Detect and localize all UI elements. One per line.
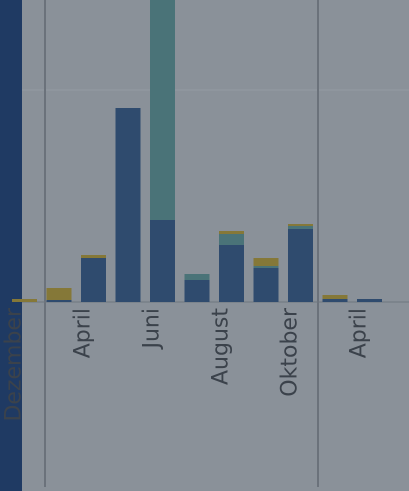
bar-segment [12, 299, 37, 302]
bar-segment [219, 231, 244, 234]
bar-segment [253, 258, 279, 266]
bar-segment [288, 226, 313, 229]
bar-segment [150, 220, 175, 302]
bar-segment [322, 299, 348, 302]
bar-segment [253, 268, 279, 302]
bar-segment [322, 295, 348, 299]
x-tick-label: April [347, 308, 372, 358]
bar-segment [184, 274, 210, 280]
bar-segment [219, 245, 244, 302]
bar-segment [81, 255, 106, 258]
bar-segment [115, 108, 141, 302]
bar-segment [253, 266, 279, 268]
bar-segment [184, 280, 210, 302]
bar-segment [288, 224, 313, 226]
bar-segment [219, 234, 244, 245]
bar-segment [288, 229, 313, 302]
bar-segment [150, 0, 175, 220]
bar-segment [46, 288, 72, 300]
x-tick-label: Dezember [2, 307, 27, 421]
bar-segment [357, 299, 382, 302]
side-panel [0, 0, 22, 491]
x-tick-label: Oktober [278, 307, 303, 397]
x-tick-label: Juni [140, 308, 165, 351]
x-tick-label: April [71, 308, 96, 358]
bar-segment [46, 300, 72, 302]
bar-segment [81, 258, 106, 302]
x-tick-label: August [209, 308, 234, 385]
